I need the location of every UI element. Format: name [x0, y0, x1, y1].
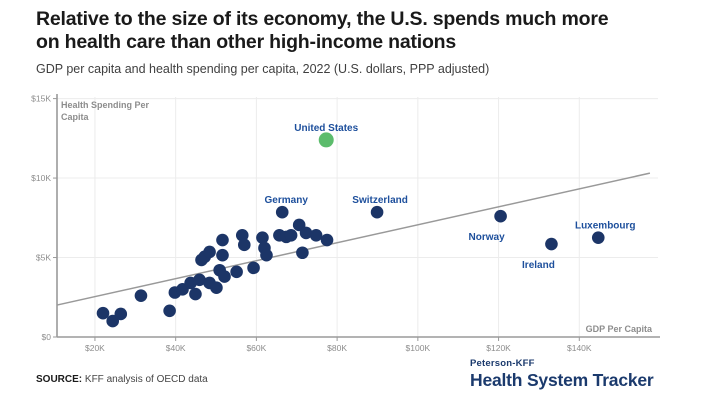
data-point [320, 233, 334, 247]
data-point [237, 238, 251, 252]
y-tick-label: $10K [31, 173, 51, 183]
x-tick-label: $140K [567, 343, 592, 353]
logo-line1: Peterson-KFF [470, 358, 535, 369]
trend-line [56, 172, 651, 306]
data-point [210, 281, 223, 295]
data-point [216, 233, 229, 247]
x-tick-label: $120K [486, 343, 511, 353]
data-point [309, 228, 323, 242]
data-point [230, 265, 243, 279]
x-tick-label: $40K [166, 343, 186, 353]
data-point-germany [275, 205, 289, 219]
data-point [296, 246, 309, 260]
logo-line2: Health System Tracker [470, 370, 654, 390]
data-point [193, 273, 206, 287]
data-point [189, 287, 202, 301]
data-point [163, 304, 176, 318]
source-text: KFF analysis of OECD data [82, 374, 208, 385]
brand-logo: Peterson-KFF Health System Tracker [470, 358, 654, 391]
data-point-norway [494, 209, 507, 223]
data-point-switzerland [370, 205, 384, 219]
data-point [260, 248, 273, 262]
country-label-united-states: United States [294, 123, 358, 134]
data-point [114, 307, 128, 321]
data-point [247, 261, 260, 275]
chart-subtitle: GDP per capita and health spending per c… [36, 62, 490, 76]
data-point [96, 306, 110, 320]
y-axis-title: Capita [61, 112, 90, 122]
country-label-luxembourg: Luxembourg [575, 221, 636, 232]
data-point [256, 231, 269, 244]
data-point [218, 270, 231, 283]
chart-title-line2: on health care than other high-income na… [36, 31, 457, 53]
data-point [299, 226, 313, 240]
data-point [216, 248, 229, 262]
data-point [106, 314, 120, 328]
data-point-luxembourg [591, 231, 605, 244]
x-tick-label: $80K [327, 343, 347, 353]
country-label-norway: Norway [469, 232, 506, 243]
data-point [284, 228, 298, 242]
country-label-germany: Germany [265, 195, 309, 206]
data-point-united-states [318, 132, 334, 148]
source-label: SOURCE: [36, 374, 83, 385]
y-axis-title: Health Spending Per [61, 100, 150, 110]
data-point [203, 245, 216, 259]
data-point-ireland [545, 237, 558, 251]
country-label-switzerland: Switzerland [352, 195, 408, 206]
country-label-ireland: Ireland [522, 260, 555, 271]
data-point [134, 289, 148, 302]
y-tick-label: $0 [42, 332, 52, 342]
y-tick-label: $5K [36, 253, 51, 263]
x-axis-title: GDP Per Capita [586, 324, 653, 334]
x-tick-label: $20K [85, 343, 105, 353]
data-point [235, 228, 249, 242]
chart-title-line1: Relative to the size of its economy, the… [36, 8, 609, 30]
x-tick-label: $60K [246, 343, 266, 353]
scatter-chart: $20K $40K $60K $80K $100K $120K $140K $0 $5K $10K… [31, 94, 660, 353]
x-tick-label: $100K [406, 343, 431, 353]
source-note: SOURCE: KFF analysis of OECD data [36, 374, 208, 385]
y-tick-label: $15K [31, 94, 51, 104]
chart-title: Relative to the size of its economy, the… [36, 8, 684, 54]
